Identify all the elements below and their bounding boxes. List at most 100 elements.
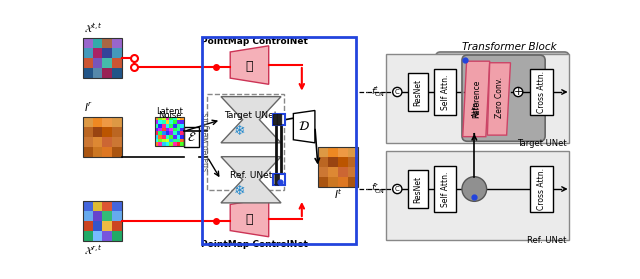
Polygon shape bbox=[293, 110, 315, 143]
Bar bbox=[173, 124, 177, 128]
Bar bbox=[180, 135, 184, 139]
Bar bbox=[159, 120, 162, 124]
Bar bbox=[318, 177, 328, 187]
Bar bbox=[112, 38, 122, 48]
Bar bbox=[155, 131, 159, 135]
Bar bbox=[83, 221, 93, 231]
Text: PointMap ControlNet: PointMap ControlNet bbox=[202, 37, 308, 46]
Bar bbox=[155, 139, 159, 142]
Bar bbox=[177, 135, 180, 139]
Bar bbox=[177, 128, 180, 131]
Bar bbox=[162, 135, 166, 139]
Bar bbox=[530, 69, 553, 115]
Bar bbox=[159, 135, 162, 139]
Text: Cross Attn.: Cross Attn. bbox=[537, 168, 546, 210]
Bar bbox=[93, 137, 102, 147]
Circle shape bbox=[462, 177, 486, 201]
Text: Latent: Latent bbox=[156, 107, 183, 116]
FancyBboxPatch shape bbox=[462, 55, 545, 141]
Bar bbox=[202, 37, 356, 244]
Text: 🔥: 🔥 bbox=[246, 60, 253, 73]
Text: C: C bbox=[395, 186, 399, 192]
Bar bbox=[338, 177, 348, 187]
Text: 🔥: 🔥 bbox=[246, 213, 253, 225]
Bar bbox=[102, 68, 112, 78]
Bar bbox=[180, 128, 184, 131]
Bar bbox=[386, 54, 569, 143]
Bar bbox=[177, 142, 180, 146]
Bar bbox=[170, 139, 173, 142]
Bar bbox=[159, 142, 162, 146]
Bar bbox=[102, 211, 112, 221]
Bar bbox=[386, 150, 569, 240]
Bar bbox=[102, 117, 112, 127]
Bar bbox=[180, 142, 184, 146]
Bar bbox=[159, 124, 162, 128]
Bar bbox=[112, 127, 122, 137]
Bar bbox=[112, 58, 122, 68]
Text: ❄: ❄ bbox=[234, 184, 245, 198]
Bar bbox=[83, 117, 93, 127]
Circle shape bbox=[513, 87, 523, 97]
Bar bbox=[155, 135, 159, 139]
Bar bbox=[408, 170, 428, 208]
Bar bbox=[102, 221, 112, 231]
Bar bbox=[102, 147, 112, 157]
Bar bbox=[180, 139, 184, 142]
Bar bbox=[159, 128, 162, 131]
Bar bbox=[112, 68, 122, 78]
Bar bbox=[83, 117, 122, 157]
Text: Zero Conv.: Zero Conv. bbox=[495, 77, 504, 118]
Bar bbox=[166, 142, 170, 146]
Bar bbox=[102, 127, 112, 137]
Bar bbox=[83, 231, 93, 241]
Bar bbox=[348, 157, 358, 167]
Bar bbox=[83, 137, 93, 147]
Bar bbox=[112, 117, 122, 127]
Bar bbox=[155, 117, 184, 146]
Bar bbox=[177, 120, 180, 124]
Text: shared weights: shared weights bbox=[202, 112, 211, 171]
Bar bbox=[83, 201, 122, 241]
Bar bbox=[155, 120, 159, 124]
Bar bbox=[318, 157, 328, 167]
Text: $\mathcal{D}$: $\mathcal{D}$ bbox=[298, 120, 310, 133]
Bar bbox=[338, 157, 348, 167]
Bar bbox=[166, 117, 170, 120]
Bar bbox=[83, 68, 93, 78]
Bar bbox=[93, 147, 102, 157]
Bar bbox=[93, 221, 102, 231]
Text: C: C bbox=[395, 89, 399, 95]
Bar bbox=[173, 131, 177, 135]
Bar bbox=[162, 142, 166, 146]
Bar bbox=[162, 120, 166, 124]
Bar bbox=[273, 114, 285, 125]
Bar bbox=[166, 120, 170, 124]
Bar bbox=[112, 147, 122, 157]
FancyBboxPatch shape bbox=[275, 174, 280, 185]
Bar bbox=[166, 139, 170, 142]
Text: Self Attn.: Self Attn. bbox=[440, 171, 449, 207]
Text: Cross Attn.: Cross Attn. bbox=[537, 71, 546, 113]
Bar bbox=[173, 128, 177, 131]
Bar bbox=[83, 211, 93, 221]
Bar bbox=[328, 157, 338, 167]
Bar bbox=[435, 69, 456, 115]
Bar bbox=[180, 124, 184, 128]
Bar bbox=[328, 167, 338, 177]
Bar bbox=[184, 128, 200, 147]
Bar bbox=[170, 117, 173, 120]
Bar bbox=[112, 231, 122, 241]
Polygon shape bbox=[463, 61, 490, 137]
Bar bbox=[162, 131, 166, 135]
Bar bbox=[93, 38, 102, 48]
Text: ResNet: ResNet bbox=[413, 175, 422, 203]
Polygon shape bbox=[230, 46, 269, 84]
Text: $f_{\rm CN}^t$: $f_{\rm CN}^t$ bbox=[371, 85, 384, 100]
Bar bbox=[177, 139, 180, 142]
Text: Self Attn.: Self Attn. bbox=[440, 74, 449, 110]
Bar bbox=[83, 201, 93, 211]
Bar bbox=[83, 38, 122, 78]
Bar bbox=[102, 201, 112, 211]
Bar bbox=[102, 58, 112, 68]
